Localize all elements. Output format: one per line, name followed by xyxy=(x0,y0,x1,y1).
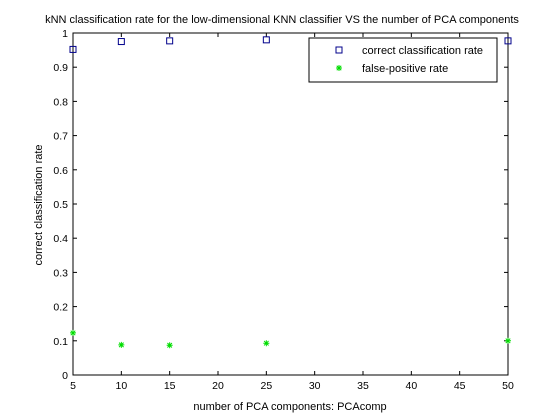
y-tick-label: 0.2 xyxy=(53,302,68,314)
series-false-positive-rate xyxy=(70,329,511,349)
x-tick-label: 35 xyxy=(357,380,369,392)
chart-title: kNN classification rate for the low-dime… xyxy=(45,14,519,26)
legend-label: correct classification rate xyxy=(362,45,483,57)
y-tick-label: 0.3 xyxy=(53,267,68,279)
x-tick-label: 5 xyxy=(70,380,76,392)
data-point-asterisk xyxy=(118,341,125,348)
x-tick-label: 45 xyxy=(454,380,466,392)
legend-marker-square xyxy=(335,46,343,54)
y-tick-label: 0 xyxy=(62,370,68,382)
y-axis-label: correct classification rate xyxy=(33,144,45,265)
x-axis-label: number of PCA components: PCAcomp xyxy=(193,401,386,413)
data-point-asterisk xyxy=(166,342,173,349)
y-tick-label: 0.6 xyxy=(53,165,68,177)
legend-label: false-positive rate xyxy=(362,63,448,75)
x-tick-label: 50 xyxy=(502,380,514,392)
data-point-square xyxy=(166,37,174,45)
data-point-asterisk xyxy=(70,329,76,336)
data-points xyxy=(69,36,512,349)
legend-box xyxy=(308,37,498,83)
x-tick-label: 10 xyxy=(115,380,127,392)
x-tick-label: 40 xyxy=(405,380,417,392)
legend-marker-asterisk xyxy=(336,65,342,71)
y-tick-label: 1 xyxy=(62,28,68,40)
data-point-square xyxy=(262,36,270,44)
y-tick-label: 0.5 xyxy=(53,199,68,211)
y-tick-label: 0.9 xyxy=(53,62,68,74)
x-tick-label: 20 xyxy=(212,380,224,392)
data-point-square xyxy=(69,45,77,53)
data-point-asterisk xyxy=(263,340,270,347)
y-tick-label: 0.1 xyxy=(53,336,68,348)
data-point-asterisk xyxy=(505,337,511,344)
series-correct-classification-rate xyxy=(69,36,512,53)
plot-area xyxy=(72,32,509,376)
y-tick-label: 0.8 xyxy=(53,96,68,108)
x-tick-label: 15 xyxy=(164,380,176,392)
data-point-square xyxy=(117,38,125,46)
y-tick-label: 0.7 xyxy=(53,131,68,143)
x-tick-label: 25 xyxy=(260,380,272,392)
axis-ticks: 5 10 15 20 25 30 35 40 45 50 0 0.1 0.2 0.3 0.4 0.5 0.6 0.… xyxy=(53,28,514,392)
data-point-square xyxy=(504,37,512,45)
legend: correct classification rate false-positiv… xyxy=(308,37,498,83)
x-tick-label: 30 xyxy=(309,380,321,392)
y-tick-label: 0.4 xyxy=(53,233,68,245)
